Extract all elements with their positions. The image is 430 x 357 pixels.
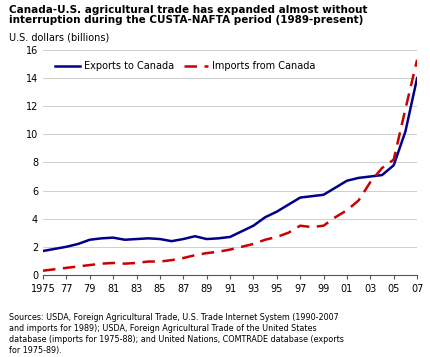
Imports from Canada <box>87 263 92 267</box>
Exports to Canada <box>391 163 396 167</box>
Imports from Canada <box>286 231 291 235</box>
Imports from Canada <box>391 157 396 162</box>
Imports from Canada <box>239 245 244 249</box>
Exports to Canada <box>181 237 186 241</box>
Exports to Canada <box>64 245 69 249</box>
Imports from Canada <box>122 261 127 266</box>
Exports to Canada <box>99 236 104 241</box>
Exports to Canada <box>274 210 280 214</box>
Exports to Canada <box>192 234 197 238</box>
Imports from Canada <box>169 258 174 262</box>
Exports to Canada <box>216 236 221 241</box>
Text: interruption during the CUSTA-NAFTA period (1989-present): interruption during the CUSTA-NAFTA peri… <box>9 15 363 25</box>
Exports to Canada <box>157 237 163 241</box>
Imports from Canada <box>309 225 314 229</box>
Imports from Canada <box>227 247 233 252</box>
Exports to Canada <box>251 223 256 228</box>
Imports from Canada <box>146 260 151 264</box>
Imports from Canada <box>216 250 221 254</box>
Imports from Canada <box>64 266 69 270</box>
Exports to Canada <box>227 235 233 239</box>
Imports from Canada <box>111 261 116 265</box>
Imports from Canada <box>321 223 326 228</box>
Line: Imports from Canada: Imports from Canada <box>43 60 417 271</box>
Imports from Canada <box>403 107 408 111</box>
Exports to Canada <box>309 194 314 198</box>
Exports to Canada <box>344 178 350 183</box>
Legend: Exports to Canada, Imports from Canada: Exports to Canada, Imports from Canada <box>52 57 319 75</box>
Imports from Canada <box>134 261 139 265</box>
Exports to Canada <box>286 202 291 207</box>
Text: Sources: USDA, Foreign Agricultural Trade, U.S. Trade Internet System (1990-2007: Sources: USDA, Foreign Agricultural Trad… <box>9 313 344 355</box>
Imports from Canada <box>344 208 350 212</box>
Exports to Canada <box>122 238 127 242</box>
Imports from Canada <box>52 267 57 271</box>
Exports to Canada <box>146 236 151 241</box>
Imports from Canada <box>157 260 163 264</box>
Imports from Canada <box>333 215 338 220</box>
Imports from Canada <box>356 198 361 202</box>
Imports from Canada <box>379 166 384 170</box>
Exports to Canada <box>40 249 46 253</box>
Exports to Canada <box>356 176 361 180</box>
Imports from Canada <box>181 256 186 260</box>
Imports from Canada <box>251 242 256 246</box>
Exports to Canada <box>76 242 81 246</box>
Imports from Canada <box>192 253 197 257</box>
Exports to Canada <box>298 195 303 200</box>
Imports from Canada <box>76 264 81 268</box>
Exports to Canada <box>333 186 338 190</box>
Exports to Canada <box>204 237 209 241</box>
Text: Canada-U.S. agricultural trade has expanded almost without: Canada-U.S. agricultural trade has expan… <box>9 5 367 15</box>
Exports to Canada <box>379 173 384 177</box>
Exports to Canada <box>263 215 268 220</box>
Imports from Canada <box>99 261 104 266</box>
Exports to Canada <box>368 174 373 178</box>
Imports from Canada <box>298 223 303 228</box>
Exports to Canada <box>111 236 116 240</box>
Imports from Canada <box>274 235 280 239</box>
Exports to Canada <box>169 239 174 243</box>
Exports to Canada <box>321 193 326 197</box>
Imports from Canada <box>204 251 209 255</box>
Imports from Canada <box>368 180 373 184</box>
Line: Exports to Canada: Exports to Canada <box>43 78 417 251</box>
Exports to Canada <box>403 129 408 134</box>
Imports from Canada <box>263 238 268 242</box>
Exports to Canada <box>415 76 420 80</box>
Imports from Canada <box>415 58 420 62</box>
Exports to Canada <box>52 247 57 251</box>
Text: U.S. dollars (billions): U.S. dollars (billions) <box>9 33 109 43</box>
Imports from Canada <box>40 268 46 273</box>
Exports to Canada <box>134 237 139 241</box>
Exports to Canada <box>87 238 92 242</box>
Exports to Canada <box>239 229 244 233</box>
